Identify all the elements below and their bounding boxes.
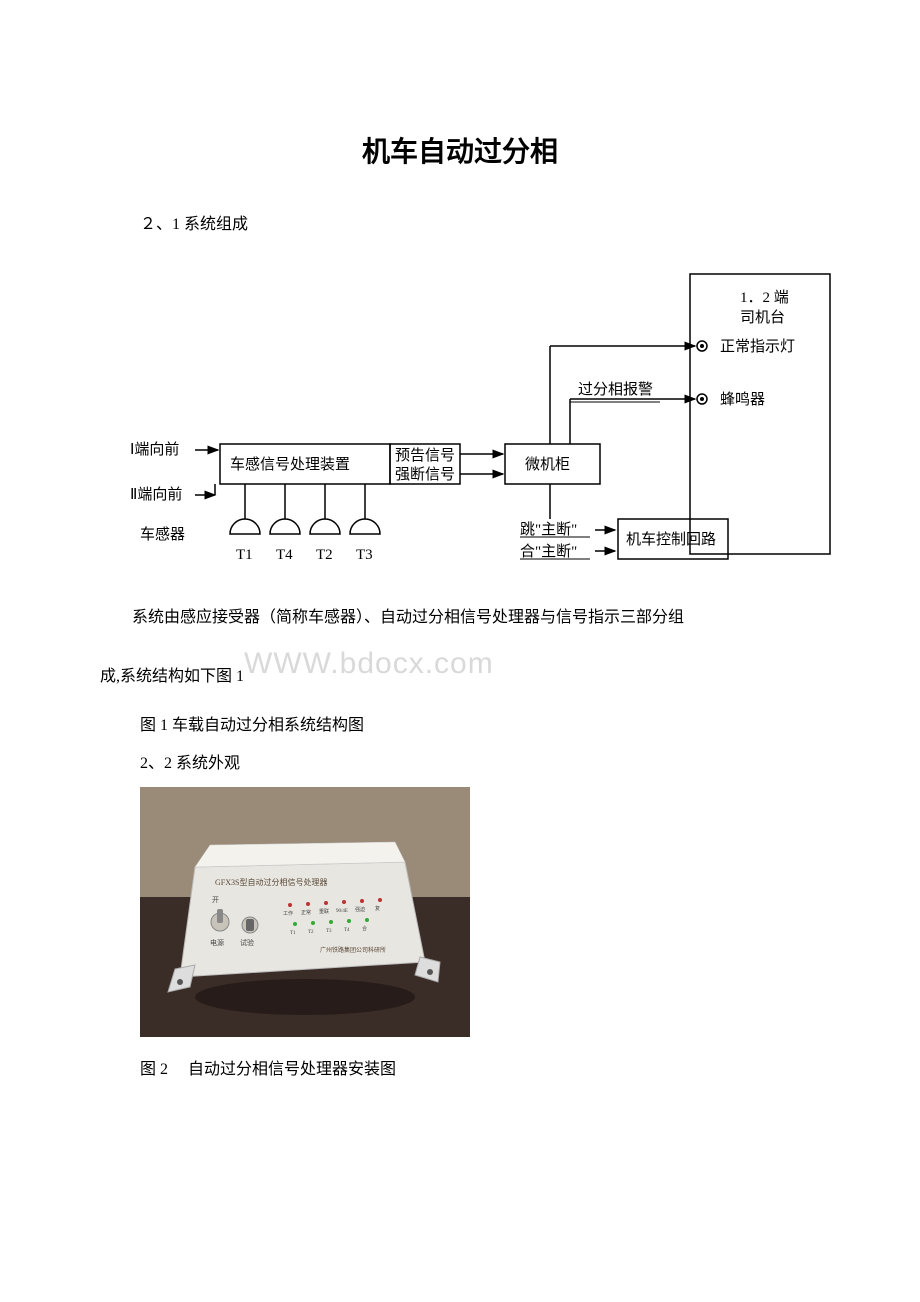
section-1-heading: ２、1 系统组成: [140, 210, 820, 234]
trip-main-label: 跳"主断": [520, 521, 577, 538]
svg-text:T3: T3: [356, 547, 373, 563]
svg-text:开: 开: [212, 896, 219, 904]
svg-text:T4: T4: [276, 547, 293, 563]
device-photo: GFX3S型自动过分相信号处理器 开 电源 试验 工作 正常 重联 90/4E …: [140, 787, 470, 1037]
sensor-row: T1 T4 T2 T3: [230, 484, 380, 563]
svg-text:重联: 重联: [319, 908, 329, 915]
svg-text:电源: 电源: [210, 938, 224, 947]
svg-text:正常: 正常: [301, 909, 311, 916]
sensor-label: 车感器: [140, 526, 185, 543]
watermark: WWW.bdocx.com: [244, 647, 494, 680]
ctrl-box-label: 机车控制回路: [626, 531, 716, 548]
device-title: GFX3S型自动过分相信号处理器: [215, 877, 327, 887]
svg-text:试验: 试验: [240, 938, 254, 947]
close-main-label: 合"主断": [520, 543, 577, 560]
svg-text:工作: 工作: [283, 910, 293, 917]
figure-2-caption: 图 2 自动过分相信号处理器安装图: [140, 1055, 820, 1079]
svg-text:合: 合: [362, 925, 367, 932]
console-line2: 司机台: [740, 309, 785, 326]
system-diagram: 1．2 端 司机台 正常指示灯 蜂鸣器 车感信号处理装置 预告信号 强断信号 微…: [100, 254, 840, 584]
dir1-label: Ⅰ端向前: [130, 441, 179, 458]
paragraph-1a: 系统由感应接受器（简称车感器）、自动过分相信号处理器与信号指示三部分组: [100, 604, 820, 633]
proc-box-label: 车感信号处理装置: [230, 456, 350, 473]
buzzer-label: 蜂鸣器: [720, 391, 765, 408]
mcu-box-label: 微机柜: [525, 456, 570, 473]
svg-text:T1: T1: [236, 547, 253, 563]
manufacturer-label: 广州铁路集团公司科研所: [320, 946, 386, 954]
alarm-label: 过分相报警: [578, 381, 653, 398]
svg-text:T2: T2: [308, 930, 314, 935]
svg-text:复: 复: [375, 905, 380, 912]
figure-1-caption: 图 1 车载自动过分相系统结构图: [140, 711, 820, 735]
pre-signal-label: 预告信号: [395, 447, 455, 464]
force-signal-label: 强断信号: [395, 466, 455, 483]
svg-text:T2: T2: [316, 547, 333, 563]
dir2-label: Ⅱ端向前: [130, 486, 182, 503]
section-2-heading: 2、2 系统外观: [140, 749, 820, 773]
svg-text:T3: T3: [326, 929, 332, 934]
console-line1: 1．2 端: [740, 289, 789, 306]
svg-text:90/4E: 90/4E: [336, 909, 348, 914]
page-title: 机车自动过分相: [100, 130, 820, 170]
normal-led-label: 正常指示灯: [720, 338, 795, 355]
paragraph-1b: 成,系统结构如下图 1WWW.bdocx.com: [100, 645, 820, 699]
svg-text:T4: T4: [344, 928, 350, 933]
svg-text:强迫: 强迫: [355, 906, 365, 913]
svg-text:T1: T1: [290, 931, 296, 936]
